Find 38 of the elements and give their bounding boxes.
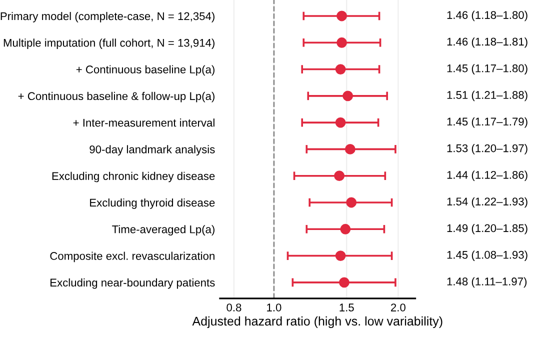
x-tick-label: 1.0 (267, 304, 282, 312)
data-label: 1.44 (1.12–1.86) (447, 170, 528, 182)
data-label: 1.54 (1.22–1.93) (447, 197, 528, 208)
data-label: 1.45 (1.08–1.93) (447, 250, 528, 261)
x-axis-title: Adjusted hazard ratio (high vs. low variability) (192, 316, 442, 328)
point (336, 37, 347, 48)
x-tick-label: 0.8 (226, 304, 242, 312)
point (339, 277, 350, 288)
data-label: 1.46 (1.18–1.80) (447, 10, 528, 22)
data-label: 1.49 (1.20–1.85) (447, 224, 528, 234)
point (336, 10, 347, 22)
y-tick-label: Excluding thyroid disease (90, 198, 215, 209)
point (340, 224, 351, 234)
data-label: 1.45 (1.17–1.80) (447, 64, 528, 74)
point (335, 250, 346, 261)
y-tick-label: Excluding near-boundary patients (50, 278, 215, 289)
y-tick-label: + Inter-measurement interval (73, 118, 214, 127)
point (346, 197, 357, 208)
data-label: 1.48 (1.11–1.97) (447, 277, 527, 288)
y-tick-label: Multiple imputation (full cohort, N = 13,914) (4, 38, 214, 49)
y-tick-label: Time-averaged Lp(a) (112, 225, 214, 236)
y-tick-label: Composite excl. revascularization (50, 252, 214, 262)
y-tick-label: + Continuous baseline & follow-up Lp(a) (18, 92, 214, 102)
data-label: 1.51 (1.21–1.88) (447, 90, 528, 102)
y-tick-label: 90-day landmark analysis (90, 145, 215, 156)
x-tick-label: 2.0 (391, 304, 406, 312)
x-tick-label: 1.5 (340, 304, 354, 312)
point (342, 90, 354, 102)
point (335, 117, 346, 128)
data-label: 1.46 (1.18–1.81) (447, 37, 528, 48)
point (335, 64, 346, 74)
point (344, 144, 356, 154)
data-label: 1.53 (1.20–1.97) (447, 144, 528, 154)
y-tick-label: + Continuous baseline Lp(a) (76, 65, 214, 76)
data-label: 1.45 (1.17–1.79) (447, 117, 528, 128)
point (334, 170, 345, 182)
y-tick-label: Primary model (complete-case, N = 12,354) (0, 12, 214, 22)
y-tick-label: Excluding chronic kidney disease (52, 172, 215, 182)
